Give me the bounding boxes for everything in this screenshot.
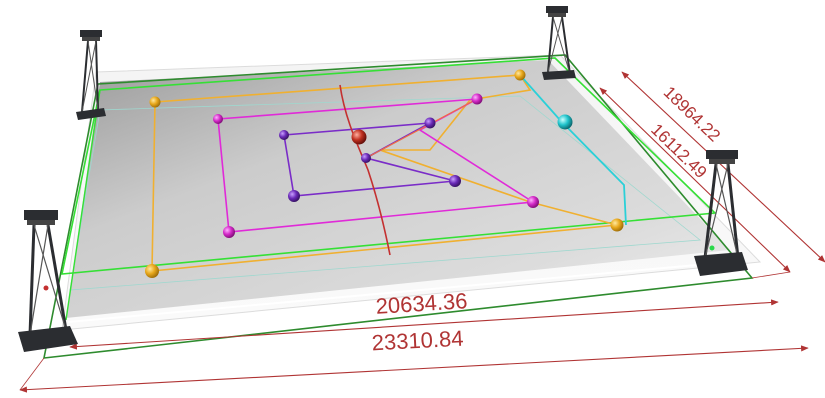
magenta-route bbox=[217, 98, 536, 233]
outer-depth-dimension-line bbox=[621, 71, 825, 263]
dimension-lines bbox=[19, 71, 825, 393]
purple-node[interactable] bbox=[288, 190, 300, 202]
magenta-node[interactable] bbox=[223, 226, 235, 238]
extension-line-left bbox=[19, 357, 45, 391]
orange-node[interactable] bbox=[514, 69, 526, 81]
orange-node[interactable] bbox=[610, 218, 624, 232]
outer-width-dimension-line bbox=[19, 345, 809, 393]
extension-line-right bbox=[751, 271, 791, 279]
magenta-node[interactable] bbox=[213, 114, 223, 124]
orange-node[interactable] bbox=[145, 264, 159, 278]
purple-node[interactable] bbox=[424, 117, 436, 129]
inner-width-label: 20634.36 bbox=[375, 288, 468, 319]
cyan-node[interactable] bbox=[557, 114, 573, 130]
magenta-node[interactable] bbox=[471, 93, 483, 105]
cyan-route bbox=[519, 74, 627, 226]
tower-top-left bbox=[76, 30, 106, 120]
purple-node[interactable] bbox=[279, 130, 289, 140]
tower-bottom-left bbox=[18, 210, 78, 352]
red-node[interactable] bbox=[351, 129, 367, 145]
purple-node[interactable] bbox=[361, 153, 371, 163]
purple-route bbox=[283, 122, 456, 197]
red-curve bbox=[339, 84, 391, 256]
inner-width-dimension-line bbox=[69, 299, 779, 350]
purple-node[interactable] bbox=[449, 175, 461, 187]
orange-node[interactable] bbox=[149, 96, 161, 108]
magenta-node[interactable] bbox=[527, 196, 539, 208]
inner-frame-left-edge bbox=[65, 89, 101, 321]
orange-connector bbox=[365, 98, 478, 159]
nodes bbox=[145, 69, 624, 278]
floor-surface bbox=[66, 60, 730, 318]
orange-route bbox=[151, 74, 618, 272]
tower-top-right bbox=[542, 6, 576, 80]
tower-bottom-right bbox=[694, 150, 748, 276]
routes bbox=[151, 74, 627, 272]
outer-width-label: 23310.84 bbox=[371, 326, 464, 356]
